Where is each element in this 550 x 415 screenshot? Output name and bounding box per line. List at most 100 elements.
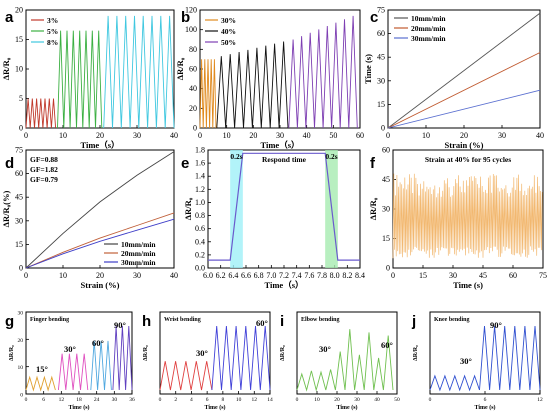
x-tick-label: 8 (221, 397, 224, 403)
series-line-2 (288, 15, 358, 129)
y-tick-label: 45 (382, 175, 390, 184)
series-line-0 (25, 151, 175, 269)
legend-label: 40% (221, 27, 236, 36)
angle-label: 30° (460, 356, 472, 366)
panel-label-a: a (5, 9, 14, 26)
x-tick-label: 14 (267, 397, 273, 403)
x-tick-label: 20 (334, 397, 340, 403)
x-tick-label: 50 (329, 131, 337, 140)
series-line-1 (57, 30, 103, 129)
respond-time-label: Respond time (262, 155, 307, 164)
chart-panel-h: h 0 2 4 6 8 10 12 14 Time (s) ΔR/R₀ Wrist bending 30… (142, 311, 273, 411)
x-tick-label: 12 (252, 397, 258, 403)
x-axis-label: Strain (%) (445, 140, 484, 150)
series-line-2 (25, 218, 175, 269)
panel-label-c: c (370, 9, 378, 26)
y-tick-label: 1.2 (195, 185, 205, 194)
y-tick-label: 10 (18, 365, 24, 371)
y-tick-label: 0 (19, 124, 23, 133)
chart-panel-c: c 0 10 20 30 40 0 15 30 45 60 75 Strain (%) Time (s) 1… (363, 6, 544, 151)
y-tick-label: 20 (189, 104, 197, 113)
x-tick-label: 0 (198, 131, 202, 140)
gf-annotation: GF=1.82 (30, 165, 58, 174)
y-tick-label: 1.8 (195, 146, 205, 155)
y-tick-label: 20 (18, 338, 24, 344)
x-tick-label: 30 (498, 131, 506, 140)
angle-label: 30° (196, 348, 208, 358)
x-axis-label: Time (s) (453, 280, 483, 290)
x-tick-label: 24 (94, 397, 100, 403)
fall-time-label: 0.2s (325, 152, 337, 161)
angle-label: 90° (114, 320, 126, 330)
y-tick-label: 0.8 (195, 211, 205, 220)
x-tick-label: 50 (394, 397, 400, 403)
y-axis-label: ΔR/R₀ (413, 345, 419, 361)
x-tick-label: 10 (422, 131, 430, 140)
x-tick-label: 75 (539, 271, 547, 280)
y-tick-label: 30 (18, 311, 24, 317)
y-tick-label: 0 (386, 264, 390, 273)
x-axis-label: Strain (%) (81, 280, 120, 290)
y-tick-label: 20 (15, 6, 23, 15)
x-tick-label: 10 (59, 271, 67, 280)
y-tick-label: 60 (189, 65, 197, 74)
y-tick-label: 45 (377, 53, 385, 62)
x-tick-label: 0 (391, 271, 395, 280)
y-tick-label: 0.0 (195, 264, 205, 273)
x-tick-label: 6 (206, 397, 209, 403)
x-tick-label: 30 (354, 397, 360, 403)
legend-label: 20mm/min (411, 24, 446, 33)
series-line-0 (387, 12, 541, 129)
x-tick-label: 6.4 (228, 271, 238, 280)
series-line-0 (25, 375, 56, 392)
angle-label: 30° (319, 344, 331, 354)
y-tick-label: 5 (19, 94, 23, 103)
x-axis-label: Time (s) (68, 404, 89, 411)
x-tick-label: 6.0 (203, 271, 213, 280)
x-tick-label: 40 (170, 271, 178, 280)
x-tick-label: 40 (374, 397, 380, 403)
legend-label: 8% (47, 38, 58, 47)
x-tick-label: 0 (25, 397, 28, 403)
angle-label: 60° (256, 318, 268, 328)
panel-label-g: g (5, 313, 14, 330)
x-tick-label: 10 (223, 131, 231, 140)
y-tick-label: 15 (15, 35, 23, 44)
x-tick-label: 8.2 (342, 271, 352, 280)
x-tick-label: 40 (536, 131, 544, 140)
panel-label-e: e (181, 155, 189, 172)
angle-label: 30° (64, 344, 76, 354)
plot-frame (159, 311, 271, 395)
y-tick-label: 0 (381, 124, 385, 133)
chart-panel-i: i 0 10 20 30 40 50 Time (s) ΔR/R₀ Elbow bending 30… (280, 311, 400, 411)
gf-annotation: GF=0.79 (30, 175, 58, 184)
chart-panel-e: e 6.0 6.2 6.4 6.6 6.8 7.0 7.2 7.4 7.6 7.8 8.0 8.2 8.4… (181, 146, 365, 291)
series-line-1 (479, 325, 541, 391)
y-axis-label: ΔR/R₀ (368, 197, 378, 220)
chart-panel-b: b 0 10 20 30 40 50 60 0 20 40 60 80 100 120 Time（s） ΔR/R… (175, 6, 364, 151)
series-line-1 (387, 52, 541, 129)
x-tick-label: 6.6 (241, 271, 251, 280)
series-line-1 (211, 325, 271, 391)
y-tick-label: 30 (377, 76, 385, 85)
y-axis-label: Time (s) (363, 54, 373, 84)
legend-label: 5% (47, 27, 58, 36)
y-tick-label: 0 (193, 124, 197, 133)
series-line-0 (159, 361, 213, 391)
x-tick-label: 60 (509, 271, 517, 280)
series-line-3 (112, 325, 133, 391)
x-tick-label: 30 (133, 131, 141, 140)
rise-time-label: 0.2s (230, 152, 242, 161)
y-tick-label: 80 (189, 45, 197, 54)
x-tick-label: 8.0 (330, 271, 340, 280)
y-tick-label: 45 (15, 193, 23, 202)
legend-label: 10mm/min (411, 14, 446, 23)
x-tick-label: 20 (96, 271, 104, 280)
series-line-0 (429, 374, 480, 392)
x-tick-label: 20 (460, 131, 468, 140)
y-tick-label: 75 (377, 6, 385, 15)
panel-label-b: b (181, 9, 190, 26)
legend-label: 20mm/min (121, 249, 156, 258)
y-tick-label: 10 (15, 65, 23, 74)
y-tick-label: 60 (15, 169, 23, 178)
